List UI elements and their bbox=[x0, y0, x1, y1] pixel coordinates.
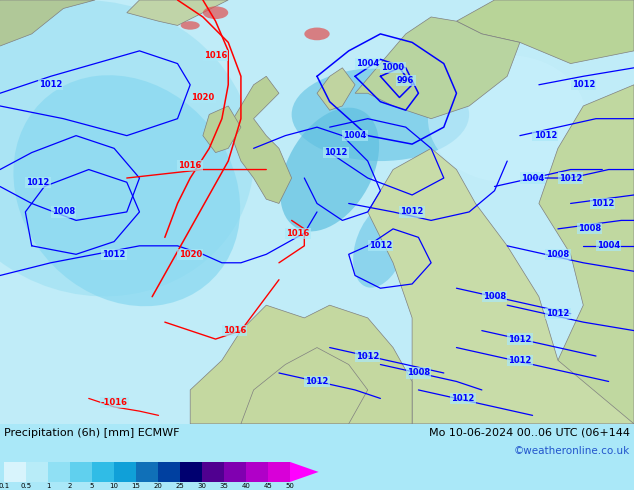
Text: 1008: 1008 bbox=[407, 368, 430, 377]
Text: 1012: 1012 bbox=[369, 242, 392, 250]
Polygon shape bbox=[355, 17, 520, 119]
Text: 10: 10 bbox=[110, 484, 119, 490]
Text: 1020: 1020 bbox=[179, 250, 202, 259]
Bar bbox=[246, 462, 268, 482]
Text: 15: 15 bbox=[132, 484, 141, 490]
Text: -1016: -1016 bbox=[101, 398, 127, 407]
Polygon shape bbox=[539, 85, 634, 424]
Text: 1008: 1008 bbox=[483, 292, 506, 301]
Text: 1012: 1012 bbox=[325, 148, 347, 157]
Bar bbox=[136, 462, 158, 482]
Text: 20: 20 bbox=[153, 484, 162, 490]
Bar bbox=[70, 462, 92, 482]
Bar bbox=[92, 462, 114, 482]
Text: 40: 40 bbox=[242, 484, 250, 490]
Text: Mo 10-06-2024 00..06 UTC (06+144: Mo 10-06-2024 00..06 UTC (06+144 bbox=[429, 428, 630, 438]
Ellipse shape bbox=[280, 108, 379, 231]
Ellipse shape bbox=[428, 55, 586, 182]
Text: 1: 1 bbox=[46, 484, 50, 490]
Text: 1012: 1012 bbox=[572, 80, 595, 89]
Bar bbox=[48, 462, 70, 482]
Ellipse shape bbox=[353, 204, 408, 288]
Text: 1012: 1012 bbox=[547, 309, 569, 318]
Text: 1012: 1012 bbox=[306, 377, 328, 386]
Text: 1012: 1012 bbox=[508, 356, 531, 365]
Text: 1008: 1008 bbox=[52, 207, 75, 217]
Text: 1016: 1016 bbox=[179, 161, 202, 170]
Ellipse shape bbox=[0, 0, 254, 296]
Text: 0.5: 0.5 bbox=[20, 484, 32, 490]
Text: 1016: 1016 bbox=[223, 326, 246, 335]
Text: 35: 35 bbox=[219, 484, 228, 490]
Bar bbox=[180, 462, 202, 482]
Text: 1020: 1020 bbox=[191, 93, 214, 102]
Ellipse shape bbox=[13, 75, 240, 306]
Polygon shape bbox=[0, 0, 95, 51]
Polygon shape bbox=[241, 347, 368, 424]
Text: 1012: 1012 bbox=[39, 80, 62, 89]
Text: 1004: 1004 bbox=[356, 59, 379, 68]
Text: 5: 5 bbox=[90, 484, 94, 490]
Text: 1012: 1012 bbox=[534, 131, 557, 140]
Text: 1004: 1004 bbox=[597, 242, 620, 250]
Polygon shape bbox=[127, 0, 228, 25]
Text: 996: 996 bbox=[397, 76, 415, 85]
Text: 1012: 1012 bbox=[451, 394, 474, 403]
Polygon shape bbox=[190, 305, 412, 424]
Text: 1012: 1012 bbox=[27, 178, 49, 187]
Bar bbox=[268, 462, 290, 482]
Bar bbox=[158, 462, 180, 482]
Text: 25: 25 bbox=[176, 484, 184, 490]
Polygon shape bbox=[317, 68, 355, 110]
Bar bbox=[202, 462, 224, 482]
Polygon shape bbox=[290, 462, 319, 482]
Text: 0.1: 0.1 bbox=[0, 484, 10, 490]
Bar bbox=[4, 462, 26, 482]
Text: Precipitation (6h) [mm] ECMWF: Precipitation (6h) [mm] ECMWF bbox=[4, 428, 179, 438]
Bar bbox=[26, 462, 48, 482]
Ellipse shape bbox=[304, 27, 330, 40]
Text: 1016: 1016 bbox=[287, 229, 309, 238]
Polygon shape bbox=[368, 148, 634, 424]
Text: 1012: 1012 bbox=[559, 173, 582, 182]
Bar bbox=[114, 462, 136, 482]
Text: 1012: 1012 bbox=[356, 351, 379, 361]
Polygon shape bbox=[203, 106, 241, 152]
Text: 1012: 1012 bbox=[103, 250, 126, 259]
Text: 1004: 1004 bbox=[344, 131, 366, 140]
Ellipse shape bbox=[203, 6, 228, 19]
Text: 1016: 1016 bbox=[204, 50, 227, 60]
Ellipse shape bbox=[181, 21, 200, 30]
Text: 1012: 1012 bbox=[508, 335, 531, 343]
Polygon shape bbox=[456, 0, 634, 64]
Text: 45: 45 bbox=[264, 484, 273, 490]
Bar bbox=[224, 462, 246, 482]
Text: 1012: 1012 bbox=[401, 207, 424, 217]
Text: 1012: 1012 bbox=[591, 199, 614, 208]
Polygon shape bbox=[228, 76, 292, 203]
Text: 1008: 1008 bbox=[547, 250, 569, 259]
Text: 1004: 1004 bbox=[521, 173, 544, 182]
Text: ©weatheronline.co.uk: ©weatheronline.co.uk bbox=[514, 446, 630, 456]
Text: 50: 50 bbox=[285, 484, 294, 490]
Text: 30: 30 bbox=[198, 484, 207, 490]
Text: 1008: 1008 bbox=[578, 224, 601, 233]
Text: 2: 2 bbox=[68, 484, 72, 490]
Ellipse shape bbox=[292, 68, 469, 161]
Text: 1000: 1000 bbox=[382, 63, 404, 73]
